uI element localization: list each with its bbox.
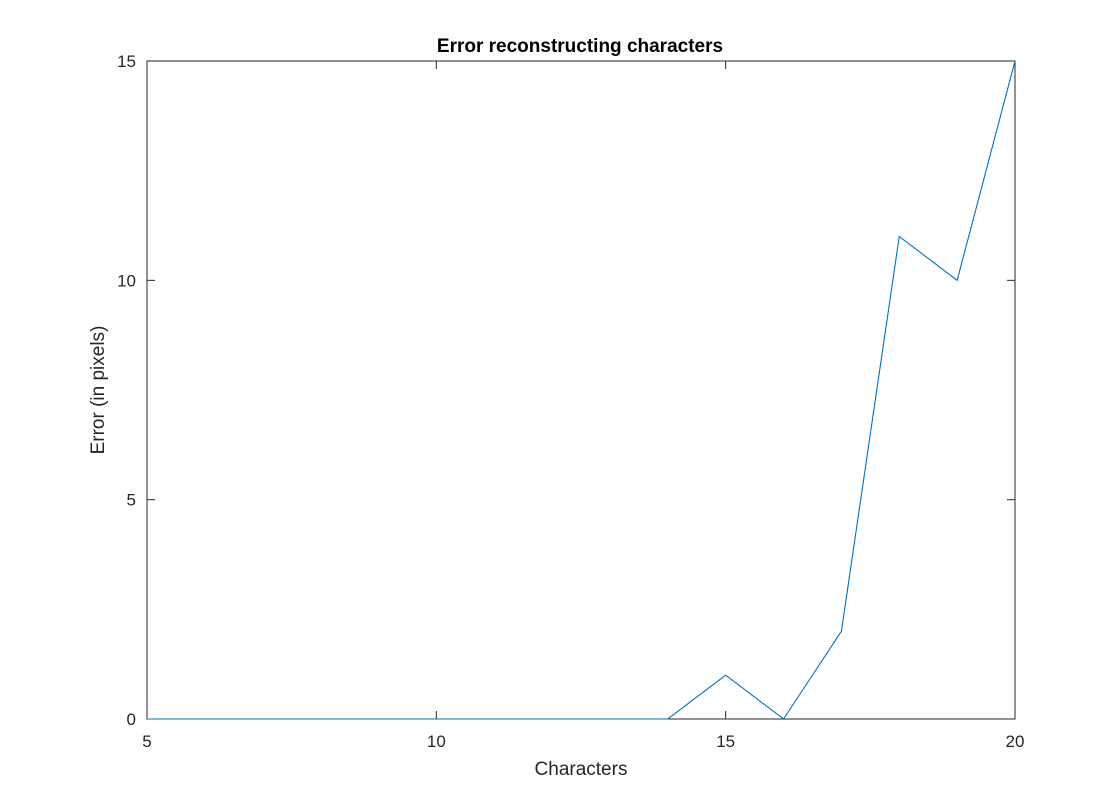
y-tick-label: 10	[117, 271, 136, 290]
y-tick-label: 15	[117, 52, 136, 71]
plot-area-frame	[146, 60, 1016, 720]
x-tick-label: 20	[1006, 732, 1025, 751]
series-line	[147, 60, 1016, 720]
x-tick-label: 5	[142, 732, 151, 751]
y-axis-label: Error (in pixels)	[88, 326, 109, 455]
x-axis-label: Characters	[535, 759, 628, 780]
series-lines	[147, 60, 1016, 720]
x-tick-label: 10	[427, 732, 446, 751]
x-tick-label: 15	[716, 732, 735, 751]
y-tick-label: 0	[127, 710, 136, 729]
y-tick-label: 5	[127, 491, 136, 510]
chart-title: Error reconstructing characters	[437, 36, 723, 57]
